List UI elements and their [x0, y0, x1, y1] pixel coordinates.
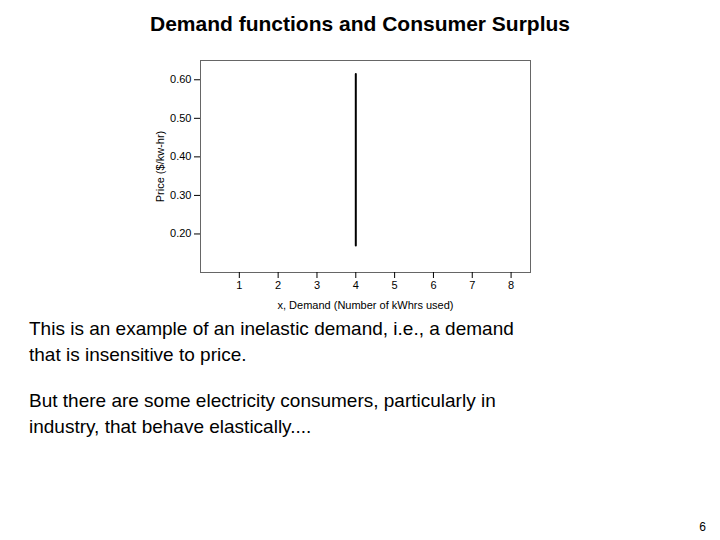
svg-text:4: 4 — [353, 279, 359, 291]
html-text:Demand functions and Consumer: Demand functions and Consumer Surplus — [150, 12, 570, 35]
svg-text:0.40: 0.40 — [170, 150, 191, 162]
html-text:that is insensitive to price.: that is insensitive to price. — [29, 344, 247, 365]
svg-text:7: 7 — [469, 279, 475, 291]
html-text:6: 6 — [699, 520, 706, 534]
svg-text:0.50: 0.50 — [170, 112, 191, 124]
svg-text:0.20: 0.20 — [170, 227, 191, 239]
svg-text:1: 1 — [236, 279, 242, 291]
svg-text:0.30: 0.30 — [170, 189, 191, 201]
svg-text:6: 6 — [430, 279, 436, 291]
html-text:This is an example of an inela: This is an example of an inelastic deman… — [29, 318, 514, 339]
svg-text:3: 3 — [314, 279, 320, 291]
svg-text:8: 8 — [508, 279, 514, 291]
svg-text:2: 2 — [275, 279, 281, 291]
svg-text:0.60: 0.60 — [170, 73, 191, 85]
html-text:industry, that behave elastica: industry, that behave elastically.... — [29, 416, 312, 437]
html-text:But there are some electricity: But there are some electricity consumers… — [29, 390, 496, 411]
svg-text:Price ($/kw-hr): Price ($/kw-hr) — [154, 131, 166, 203]
svg-text:5: 5 — [392, 279, 398, 291]
svg-text:x, Demand (Number of kWhrs use: x, Demand (Number of kWhrs used) — [277, 299, 453, 311]
